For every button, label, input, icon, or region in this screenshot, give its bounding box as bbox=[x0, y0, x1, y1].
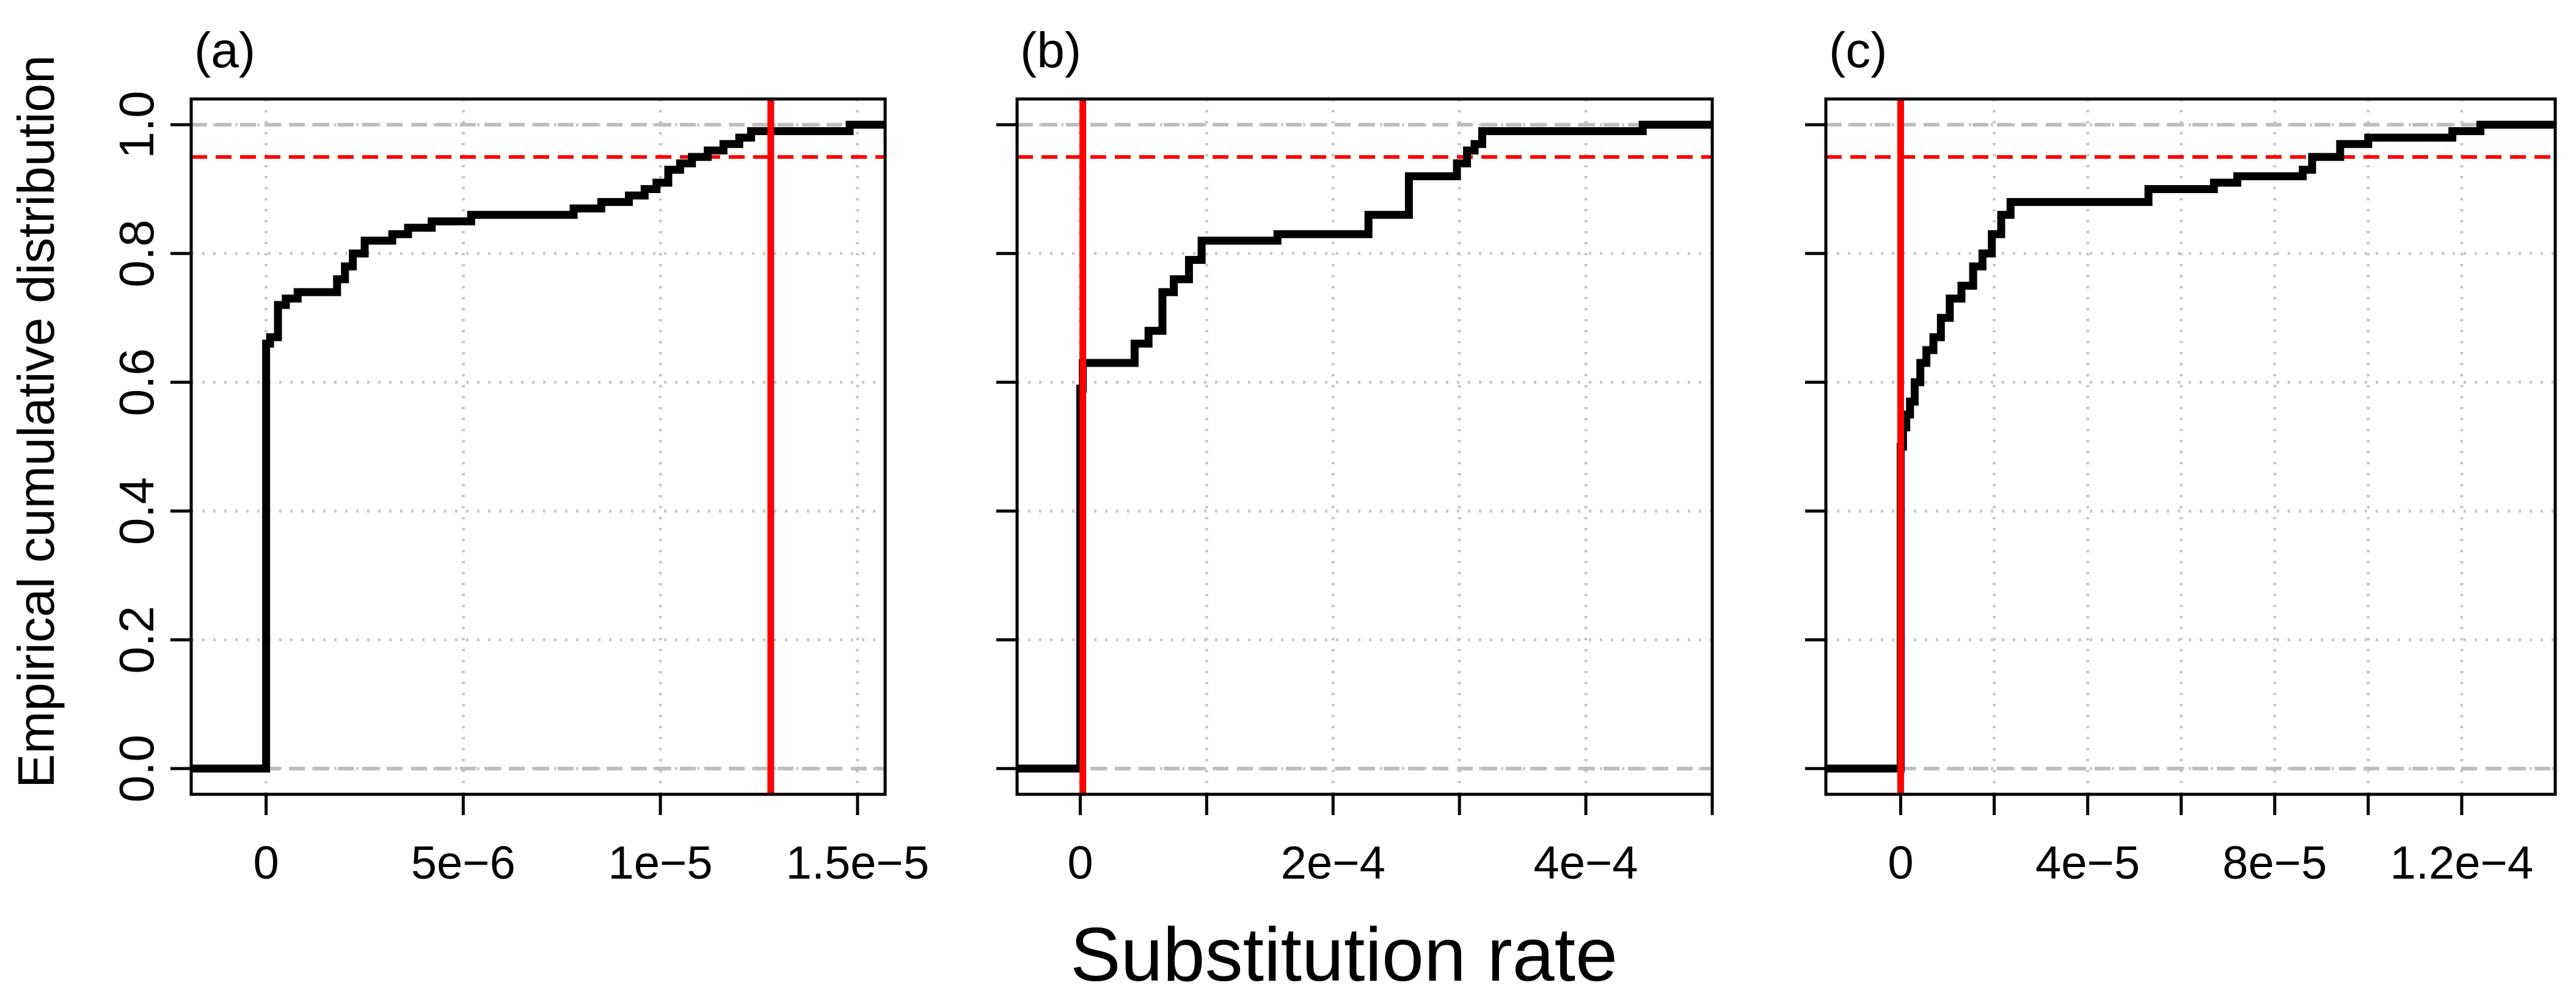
ecdf-curve bbox=[1017, 120, 1712, 773]
y-axis-label: Empirical cumulative distribution bbox=[7, 55, 65, 788]
plot-frame bbox=[1015, 97, 1714, 796]
plot-frame bbox=[189, 97, 887, 796]
x-tick-label: 8e−5 bbox=[2222, 837, 2327, 889]
y-tick-label: 0.0 bbox=[109, 734, 164, 802]
plot-frame bbox=[1824, 97, 2557, 796]
ecdf-curve bbox=[1826, 120, 2555, 773]
y-tick-label: 0.8 bbox=[109, 219, 164, 287]
x-tick-label: 5e−6 bbox=[411, 837, 516, 889]
x-tick-label: 1.5e−5 bbox=[786, 837, 930, 889]
panel-label: (c) bbox=[1829, 23, 1888, 78]
panel-label: (a) bbox=[194, 23, 255, 78]
x-tick-label: 4e−5 bbox=[2035, 837, 2140, 889]
panel-1: 0 5e−6 1e−5 1.5e−5 0.0 0.2 0.4 0.6 0.8 1.0 (a) bbox=[109, 23, 929, 889]
x-tick-label: 0 bbox=[1067, 837, 1093, 889]
x-tick-label: 0 bbox=[1888, 837, 1913, 889]
x-tick-label: 2e−4 bbox=[1281, 837, 1385, 889]
x-tick-label: 1.2e−4 bbox=[2390, 837, 2534, 889]
y-tick-label: 0.6 bbox=[109, 348, 164, 416]
x-tick-label: 1e−5 bbox=[608, 837, 712, 889]
x-tick-label: 4e−4 bbox=[1533, 837, 1638, 889]
y-tick-label: 0.4 bbox=[109, 477, 164, 545]
y-tick-label: 0.2 bbox=[109, 606, 164, 674]
x-axis-label: Substitution rate bbox=[1070, 913, 1618, 996]
panel-3: 0 4e−5 8e−5 1.2e−4 (c) bbox=[1805, 23, 2557, 889]
panel-label: (b) bbox=[1020, 23, 1081, 78]
ecdf-curve bbox=[191, 120, 885, 773]
x-tick-label: 0 bbox=[253, 837, 279, 889]
panel-2: 0 2e−4 4e−4 (b) bbox=[996, 23, 1714, 889]
y-tick-label: 1.0 bbox=[109, 91, 164, 159]
